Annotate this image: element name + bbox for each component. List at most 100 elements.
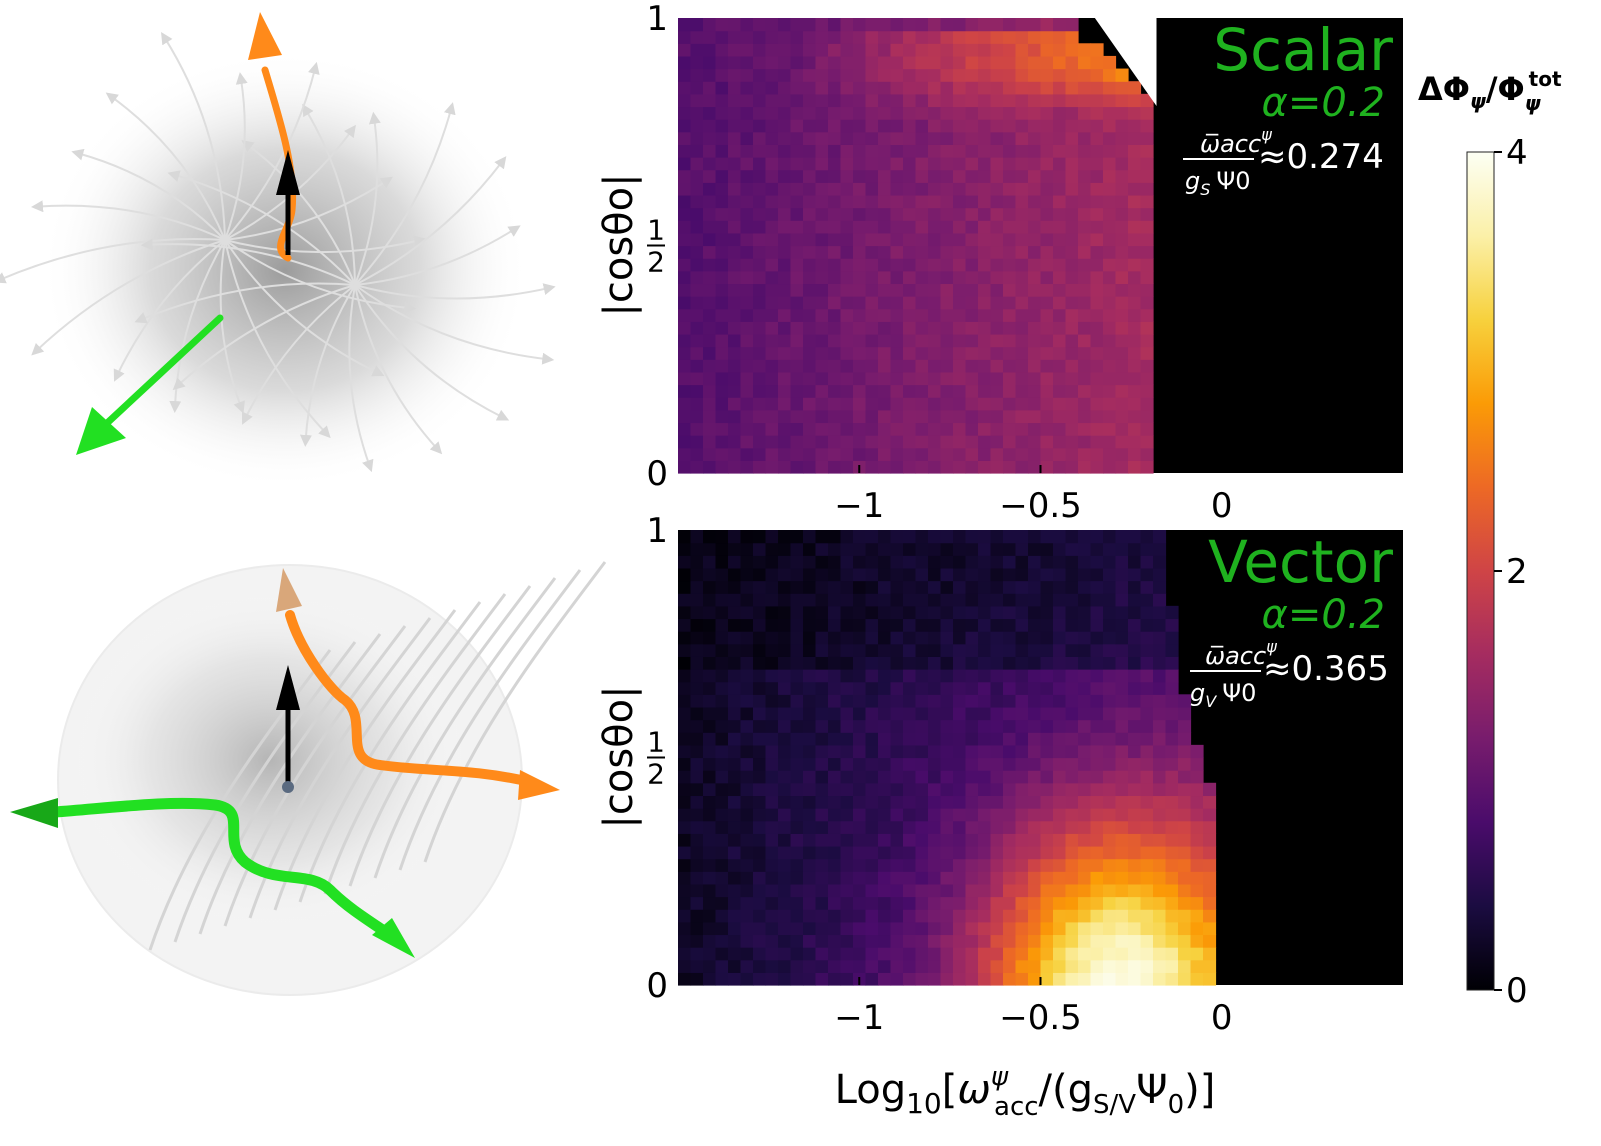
heatmap-cell	[865, 618, 879, 632]
heatmap-cell	[815, 460, 829, 474]
heatmap-cell	[1090, 820, 1104, 834]
heatmap-cell	[890, 694, 904, 708]
heatmap-cell	[853, 542, 867, 556]
heatmap-cell	[840, 770, 854, 784]
heatmap-cell	[853, 245, 867, 259]
heatmap-cell	[915, 972, 929, 986]
heatmap-cell	[940, 182, 954, 196]
heatmap-cell	[903, 959, 917, 973]
heatmap-cell	[915, 119, 929, 133]
heatmap-cell	[928, 744, 942, 759]
heatmap-cell	[803, 258, 817, 272]
heatmap-cell	[853, 169, 867, 183]
heatmap-cell	[790, 770, 804, 784]
heatmap-cell	[690, 631, 704, 645]
heatmap-cell	[703, 972, 717, 986]
heatmap-cell	[753, 93, 767, 108]
heatmap-cell	[865, 258, 879, 272]
heatmap-cell	[803, 270, 817, 285]
heatmap-cell	[990, 258, 1004, 272]
heatmap-cell	[715, 359, 729, 373]
heatmap-cell	[1078, 530, 1092, 544]
heatmap-cell	[1140, 119, 1154, 133]
heatmap-cell	[778, 757, 792, 771]
heatmap-cell	[1065, 542, 1079, 556]
heatmap-cell	[690, 68, 704, 82]
heatmap-cell	[1065, 93, 1079, 108]
heatmap-cell	[903, 131, 917, 145]
heatmap-cell	[1065, 157, 1079, 171]
heatmap-cell	[765, 530, 779, 544]
heatmap-cell	[903, 194, 917, 209]
heatmap-cell	[1053, 833, 1067, 847]
heatmap-cell	[1128, 732, 1142, 746]
heatmap-cell	[753, 808, 767, 822]
heatmap-cell	[878, 258, 892, 272]
heatmap-cell	[1028, 782, 1042, 797]
heatmap-cell	[990, 883, 1004, 898]
heatmap-cell	[753, 921, 767, 936]
heatmap-cell	[1103, 921, 1117, 936]
heatmap-cell	[990, 947, 1004, 961]
heatmap-cell	[703, 921, 717, 936]
heatmap-cell	[903, 232, 917, 247]
heatmap-cell	[890, 283, 904, 297]
heatmap-cell	[815, 207, 829, 221]
heatmap-cell	[1003, 542, 1017, 556]
heatmap-cell	[778, 359, 792, 373]
heatmap-cell	[1190, 909, 1204, 923]
heatmap-cell	[815, 669, 829, 683]
heatmap-cell	[940, 808, 954, 822]
heatmap-cell	[765, 308, 779, 322]
heatmap-cell	[740, 422, 754, 436]
heatmap-cell	[1003, 757, 1017, 771]
heatmap-cell	[1140, 220, 1154, 234]
heatmap-cell	[690, 921, 704, 936]
heatmap-cell	[940, 530, 954, 544]
heatmap-cell	[1065, 845, 1079, 860]
heatmap-cell	[678, 384, 692, 398]
heatmap-cell	[1040, 43, 1054, 57]
heatmap-cell	[1140, 770, 1154, 784]
heatmap-cell	[690, 896, 704, 910]
heatmap-cell	[1090, 681, 1104, 695]
heatmap-cell	[740, 346, 754, 360]
heatmap-cell	[1190, 921, 1204, 936]
heatmap-cell	[865, 643, 879, 657]
heatmap-cell	[1115, 770, 1129, 784]
heatmap-cell	[990, 833, 1004, 847]
heatmap-cell	[715, 934, 729, 948]
heatmap-cell	[1015, 207, 1029, 221]
heatmap-cell	[965, 719, 979, 733]
heatmap-cell	[1128, 593, 1142, 607]
heatmap-cell	[778, 706, 792, 721]
heatmap-cell	[940, 409, 954, 424]
heatmap-cell	[790, 959, 804, 973]
heatmap-cell	[1003, 694, 1017, 708]
streamline	[398, 569, 582, 871]
heatmap-cell	[740, 447, 754, 461]
heatmap-cell	[1053, 795, 1067, 809]
y-tick-label: 0	[646, 454, 668, 494]
heatmap-cell	[690, 782, 704, 797]
heatmap-cell	[840, 169, 854, 183]
heatmap-cell	[1015, 896, 1029, 910]
heatmap-cell	[853, 871, 867, 885]
heatmap-cell	[1003, 972, 1017, 986]
heatmap-cell	[1140, 858, 1154, 872]
heatmap-cell	[803, 959, 817, 973]
heatmap-cell	[953, 896, 967, 910]
heatmap-cell	[928, 947, 942, 961]
heatmap-cell	[778, 18, 792, 32]
heatmap-cell	[1128, 81, 1142, 95]
heatmap-cell	[790, 384, 804, 398]
streamline	[354, 111, 381, 286]
heatmap-cell	[740, 921, 754, 936]
vector-title: Vector	[1208, 528, 1393, 596]
heatmap-cell	[1078, 296, 1092, 310]
heatmap-cell	[990, 144, 1004, 158]
heatmap-cell	[1178, 896, 1192, 910]
heatmap-cell	[690, 245, 704, 259]
heatmap-cell	[1053, 871, 1067, 885]
heatmap-cell	[965, 157, 979, 171]
